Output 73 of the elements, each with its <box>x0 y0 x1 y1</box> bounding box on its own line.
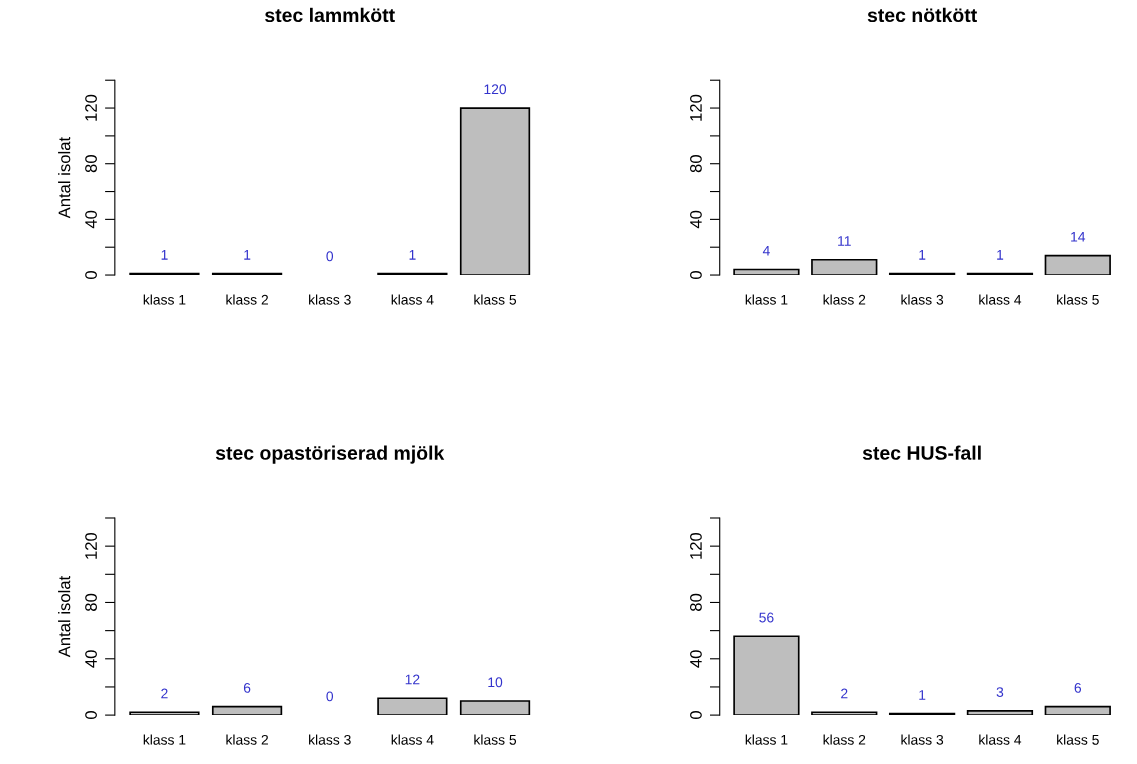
x-tick-label: klass 5 <box>474 734 517 745</box>
bar <box>129 711 200 716</box>
data-label: 10 <box>488 677 503 688</box>
data-label: 1 <box>161 250 168 260</box>
data-label: 1 <box>919 250 926 260</box>
data-label: 1 <box>409 250 416 260</box>
y-tick-label: 40 <box>690 210 702 229</box>
x-tick-label: klass 3 <box>309 734 351 745</box>
y-tick-label: 120 <box>690 94 702 121</box>
y-tick-label: 40 <box>690 650 702 668</box>
data-label: 0 <box>326 251 334 262</box>
data-label: 12 <box>405 674 420 685</box>
bar <box>733 268 800 276</box>
data-label: 120 <box>484 84 507 95</box>
x-tick-label: klass 2 <box>823 734 866 745</box>
data-label: 11 <box>838 236 851 246</box>
x-tick-label: klass 3 <box>901 294 944 305</box>
chart-title: stec lammkött <box>265 7 395 23</box>
data-label: 56 <box>759 612 774 623</box>
y-tick-label: 80 <box>85 593 97 612</box>
bar <box>733 635 800 716</box>
x-tick-label: klass 4 <box>391 734 434 745</box>
bar <box>811 711 878 716</box>
bar <box>1044 705 1111 716</box>
x-tick-label: klass 1 <box>745 734 788 745</box>
bar <box>211 705 283 716</box>
data-label: 1 <box>244 250 251 260</box>
chart-title: stec nötkött <box>867 7 977 23</box>
y-axis-title: Antal isolat <box>58 575 71 658</box>
data-label: 0 <box>326 691 334 702</box>
data-label: 6 <box>1074 682 1082 693</box>
x-tick-label: klass 5 <box>474 294 517 305</box>
bar <box>459 700 531 716</box>
data-label: 3 <box>996 687 1004 698</box>
chart-title: stec opastöriserad mjölk <box>215 445 445 464</box>
chart-title: stec HUS-fall <box>862 445 981 460</box>
x-tick-label: klass 2 <box>226 734 268 745</box>
x-tick-label: klass 5 <box>1057 734 1099 745</box>
x-tick-label: klass 5 <box>1057 294 1099 305</box>
y-tick-label: 120 <box>85 94 97 121</box>
y-tick-label: 40 <box>85 650 97 668</box>
x-tick-label: klass 4 <box>979 734 1022 745</box>
y-tick-label: 0 <box>690 271 702 280</box>
x-tick-label: klass 4 <box>979 294 1022 305</box>
bar <box>1044 254 1111 276</box>
y-tick-label: 80 <box>690 155 702 173</box>
y-tick-label: 40 <box>85 210 97 229</box>
data-label: 2 <box>841 688 848 699</box>
y-tick-label: 0 <box>85 711 97 720</box>
bar <box>377 697 448 716</box>
x-tick-label: klass 3 <box>901 734 944 745</box>
y-tick-label: 0 <box>85 271 97 280</box>
y-tick-label: 120 <box>85 532 97 559</box>
y-axis-title: Antal isolat <box>58 136 71 219</box>
y-tick-label: 0 <box>690 711 702 720</box>
x-tick-label: klass 1 <box>143 734 186 745</box>
data-label: 1 <box>919 690 926 700</box>
x-tick-label: klass 3 <box>309 294 351 305</box>
data-label: 2 <box>161 688 168 699</box>
bar <box>966 710 1034 716</box>
data-label: 14 <box>1071 232 1086 242</box>
x-tick-label: klass 2 <box>823 294 866 305</box>
data-label: 6 <box>243 682 251 693</box>
x-tick-label: klass 1 <box>745 294 788 305</box>
bar <box>811 258 878 276</box>
data-label: 1 <box>997 250 1004 260</box>
x-tick-label: klass 4 <box>391 294 434 305</box>
x-tick-label: klass 1 <box>143 294 186 305</box>
y-tick-label: 120 <box>690 532 702 559</box>
data-label: 4 <box>762 245 770 256</box>
x-tick-label: klass 2 <box>226 294 268 305</box>
y-tick-label: 80 <box>690 593 702 612</box>
y-tick-label: 80 <box>85 155 97 173</box>
